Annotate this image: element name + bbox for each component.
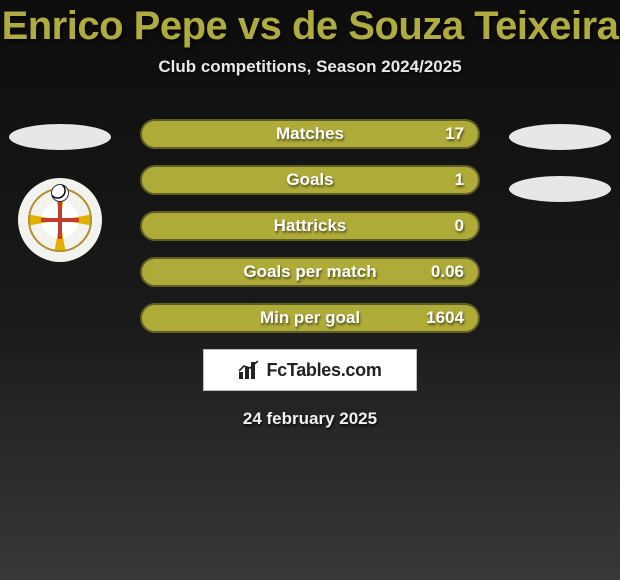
bar-chart-icon	[238, 360, 260, 380]
stat-label: Goals	[142, 170, 478, 190]
stat-value: 0.06	[431, 262, 464, 282]
stat-value: 1604	[426, 308, 464, 328]
brand-text: FcTables.com	[266, 360, 381, 381]
brand-box[interactable]: FcTables.com	[203, 349, 417, 391]
stat-label: Goals per match	[142, 262, 478, 282]
footer-date: 24 february 2025	[0, 409, 620, 429]
player-placeholder-right-1	[509, 124, 611, 150]
stat-label: Hattricks	[142, 216, 478, 236]
stat-row-goals-per-match: Goals per match 0.06	[140, 257, 480, 287]
stat-label: Matches	[142, 124, 478, 144]
stat-row-min-per-goal: Min per goal 1604	[140, 303, 480, 333]
stat-row-matches: Matches 17	[140, 119, 480, 149]
page-title: Enrico Pepe vs de Souza Teixeira	[0, 0, 620, 49]
stat-row-goals: Goals 1	[140, 165, 480, 195]
team-badge	[18, 178, 102, 262]
subtitle: Club competitions, Season 2024/2025	[0, 57, 620, 77]
player-placeholder-right-2	[509, 176, 611, 202]
stat-value: 17	[445, 124, 464, 144]
stat-value: 1	[455, 170, 464, 190]
stat-value: 0	[455, 216, 464, 236]
club-crest-icon	[28, 188, 92, 252]
stat-row-hattricks: Hattricks 0	[140, 211, 480, 241]
player-placeholder-left	[9, 124, 111, 150]
